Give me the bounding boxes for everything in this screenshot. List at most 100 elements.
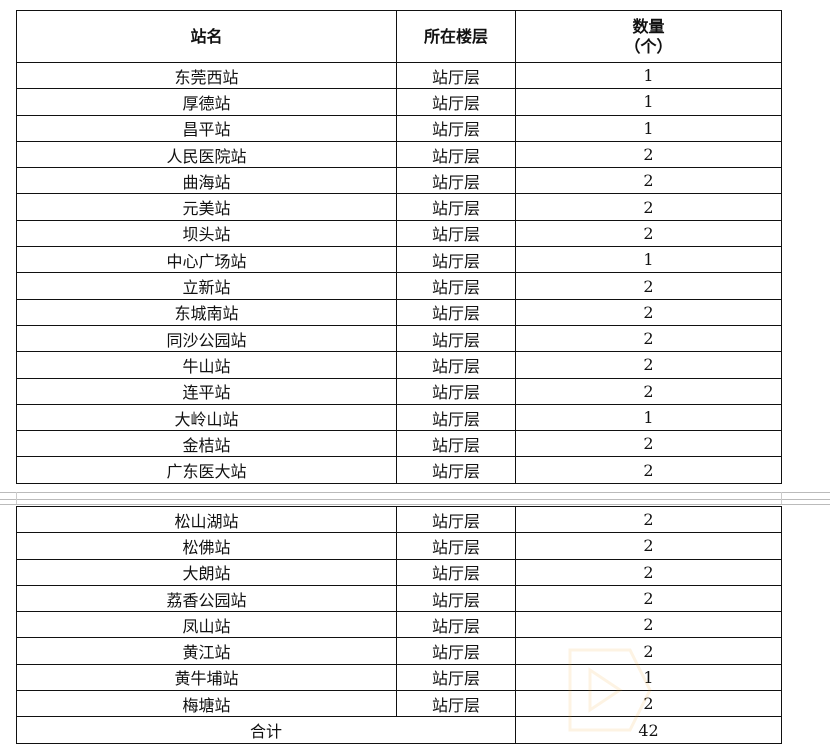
count-cell: 1 xyxy=(515,246,782,274)
station-name-cell: 凤山站 xyxy=(16,611,397,639)
floor-cell: 站厅层 xyxy=(396,114,516,142)
table-row: 荔香公园站 站厅层 2 xyxy=(16,584,782,613)
station-name-cell: 中心广场站 xyxy=(16,246,397,274)
table-row: 松佛站 站厅层 2 xyxy=(16,532,782,560)
station-name-cell: 黄江站 xyxy=(16,637,397,665)
station-name-cell: 东城南站 xyxy=(16,298,397,326)
floor-cell: 站厅层 xyxy=(396,584,516,613)
count-cell: 2 xyxy=(515,584,782,613)
page-break-line xyxy=(0,492,830,493)
station-name-cell: 同沙公园站 xyxy=(16,324,397,353)
table-row: 东城南站 站厅层 2 xyxy=(16,298,782,326)
count-cell: 2 xyxy=(515,298,782,326)
floor-cell: 站厅层 xyxy=(396,532,516,560)
watermark-logo-icon xyxy=(568,648,652,732)
floor-cell: 站厅层 xyxy=(396,505,516,534)
table-row: 大朗站 站厅层 2 xyxy=(16,558,782,586)
count-cell: 2 xyxy=(515,377,782,405)
station-name-cell: 大岭山站 xyxy=(16,403,397,432)
station-name-cell: 人民医院站 xyxy=(16,140,397,169)
table-row: 东莞西站 站厅层 1 xyxy=(16,61,782,90)
floor-cell: 站厅层 xyxy=(396,637,516,665)
header-count-line2: （个） xyxy=(624,36,673,56)
header-row: 站名 所在楼层 数量 （个） xyxy=(16,10,782,63)
page-break-marker xyxy=(16,492,17,504)
station-name-cell: 厚德站 xyxy=(16,88,397,116)
count-cell: 1 xyxy=(515,403,782,432)
page-break-marker xyxy=(781,492,782,504)
table-row: 中心广场站 站厅层 1 xyxy=(16,246,782,274)
station-name-cell: 梅塘站 xyxy=(16,690,397,718)
floor-cell: 站厅层 xyxy=(396,61,516,90)
page-break-line xyxy=(0,504,830,505)
floor-cell: 站厅层 xyxy=(396,219,516,248)
table-row: 大岭山站 站厅层 1 xyxy=(16,403,782,432)
count-cell: 2 xyxy=(515,351,782,379)
floor-cell: 站厅层 xyxy=(396,272,516,300)
floor-cell: 站厅层 xyxy=(396,456,516,484)
stations-table-part1: 站名 所在楼层 数量 （个） 东莞西站 站厅层 1 厚德站 站厅层 1 昌平站 站厅层 1 人民医院… xyxy=(16,10,782,484)
floor-cell: 站厅层 xyxy=(396,690,516,718)
table-row: 金桔站 站厅层 2 xyxy=(16,430,782,458)
station-name-cell: 元美站 xyxy=(16,193,397,221)
station-name-cell: 东莞西站 xyxy=(16,61,397,90)
floor-cell: 站厅层 xyxy=(396,558,516,586)
header-floor: 所在楼层 xyxy=(396,10,516,63)
table-row: 松山湖站 站厅层 2 xyxy=(16,505,782,534)
count-cell: 2 xyxy=(515,558,782,586)
count-cell: 2 xyxy=(515,167,782,195)
count-cell: 2 xyxy=(515,272,782,300)
floor-cell: 站厅层 xyxy=(396,193,516,221)
count-cell: 2 xyxy=(515,430,782,458)
header-station-name: 站名 xyxy=(16,10,397,63)
floor-cell: 站厅层 xyxy=(396,611,516,639)
floor-cell: 站厅层 xyxy=(396,663,516,692)
total-label: 合计 xyxy=(16,716,516,744)
count-cell: 2 xyxy=(515,456,782,484)
floor-cell: 站厅层 xyxy=(396,430,516,458)
floor-cell: 站厅层 xyxy=(396,298,516,326)
table-row: 广东医大站 站厅层 2 xyxy=(16,456,782,484)
floor-cell: 站厅层 xyxy=(396,167,516,195)
count-cell: 2 xyxy=(515,611,782,639)
count-cell: 2 xyxy=(515,505,782,534)
table-row: 黄牛埔站 站厅层 1 xyxy=(16,663,782,692)
stations-table-part2: 松山湖站 站厅层 2 松佛站 站厅层 2 大朗站 站厅层 2 荔香公园站 站厅层 2 凤山站 站厅层 2 黄江… xyxy=(16,505,782,744)
station-name-cell: 松山湖站 xyxy=(16,505,397,534)
table-row: 坝头站 站厅层 2 xyxy=(16,219,782,248)
floor-cell: 站厅层 xyxy=(396,140,516,169)
table-row: 牛山站 站厅层 2 xyxy=(16,351,782,379)
total-row: 合计 42 xyxy=(16,716,782,744)
floor-cell: 站厅层 xyxy=(396,403,516,432)
table-row: 厚德站 站厅层 1 xyxy=(16,88,782,116)
table-row: 同沙公园站 站厅层 2 xyxy=(16,324,782,353)
table-row: 昌平站 站厅层 1 xyxy=(16,114,782,142)
count-cell: 1 xyxy=(515,114,782,142)
floor-cell: 站厅层 xyxy=(396,88,516,116)
table-row: 立新站 站厅层 2 xyxy=(16,272,782,300)
station-name-cell: 昌平站 xyxy=(16,114,397,142)
count-cell: 2 xyxy=(515,219,782,248)
count-cell: 1 xyxy=(515,88,782,116)
count-cell: 2 xyxy=(515,140,782,169)
floor-cell: 站厅层 xyxy=(396,324,516,353)
table-row: 元美站 站厅层 2 xyxy=(16,193,782,221)
header-count-line1: 数量 xyxy=(632,16,665,36)
table-row: 曲海站 站厅层 2 xyxy=(16,167,782,195)
station-name-cell: 大朗站 xyxy=(16,558,397,586)
count-cell: 2 xyxy=(515,193,782,221)
station-name-cell: 立新站 xyxy=(16,272,397,300)
header-count: 数量 （个） xyxy=(515,10,782,63)
station-name-cell: 牛山站 xyxy=(16,351,397,379)
station-name-cell: 连平站 xyxy=(16,377,397,405)
table-row: 凤山站 站厅层 2 xyxy=(16,611,782,639)
station-name-cell: 坝头站 xyxy=(16,219,397,248)
floor-cell: 站厅层 xyxy=(396,246,516,274)
station-name-cell: 松佛站 xyxy=(16,532,397,560)
station-name-cell: 广东医大站 xyxy=(16,456,397,484)
count-cell: 2 xyxy=(515,324,782,353)
count-cell: 2 xyxy=(515,532,782,560)
count-cell: 1 xyxy=(515,61,782,90)
station-name-cell: 黄牛埔站 xyxy=(16,663,397,692)
table-row: 连平站 站厅层 2 xyxy=(16,377,782,405)
